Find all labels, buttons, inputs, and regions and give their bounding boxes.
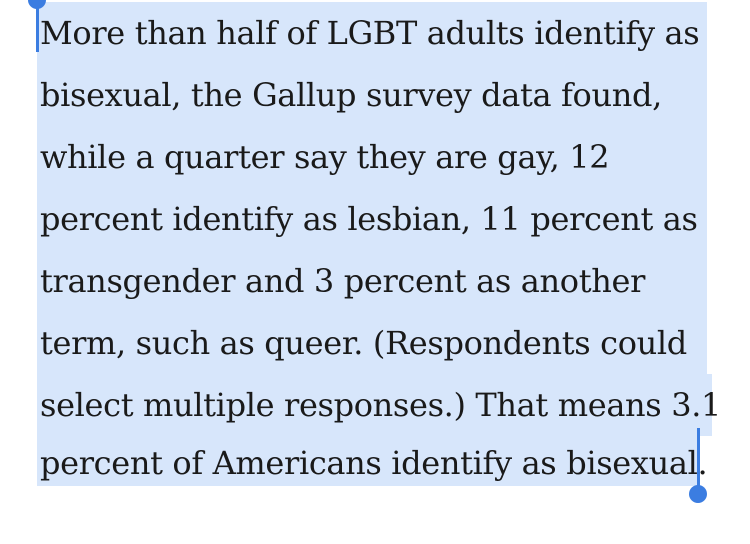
text-line-2[interactable]: bisexual, the Gallup survey data found, (37, 64, 707, 126)
text-line-6[interactable]: term, such as queer. (Respondents could (37, 312, 707, 374)
text-line-5[interactable]: transgender and 3 percent as another (37, 250, 707, 312)
text-line-3[interactable]: while a quarter say they are gay, 12 (37, 126, 707, 188)
selection-start-caret[interactable] (36, 0, 39, 52)
text-line-8[interactable]: percent of Americans identify as bisexua… (37, 432, 708, 486)
text-line-1[interactable]: More than half of LGBT adults identify a… (37, 2, 707, 64)
text-line-7[interactable]: select multiple responses.) That means 3… (37, 374, 721, 436)
selection-end-caret[interactable] (697, 428, 700, 490)
text-line-4[interactable]: percent identify as lesbian, 11 percent … (37, 188, 707, 250)
selection-end-knob[interactable] (689, 485, 707, 503)
